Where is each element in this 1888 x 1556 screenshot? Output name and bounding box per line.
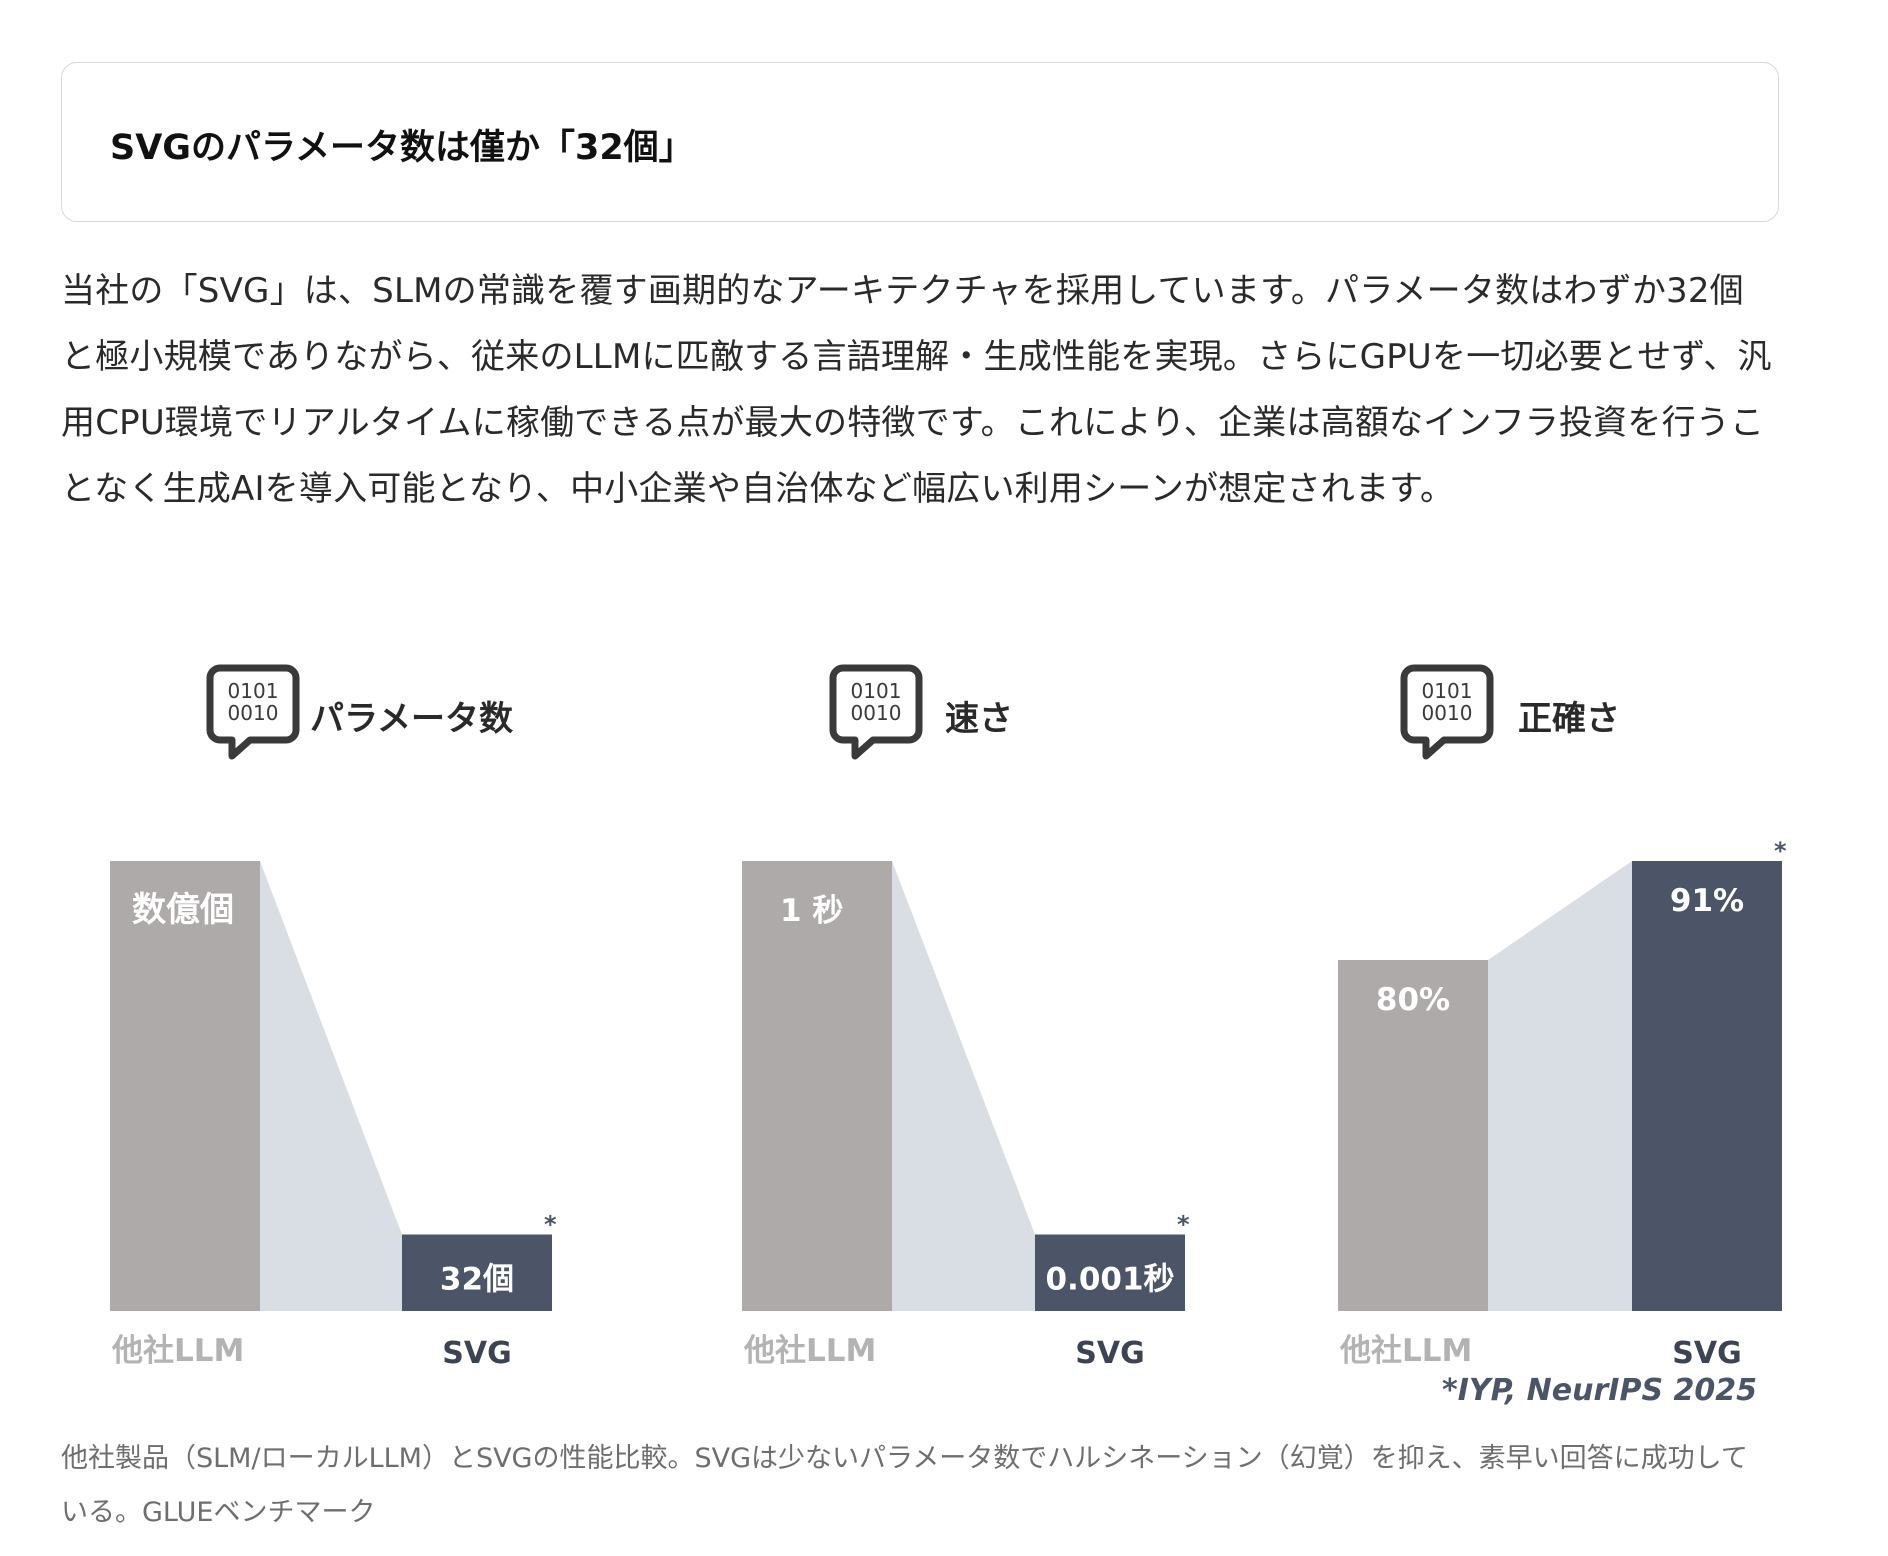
icon-bubble-outline	[829, 664, 923, 760]
bar-svg	[1632, 861, 1782, 1311]
connector-band	[260, 861, 402, 1311]
connector-band	[892, 861, 1035, 1311]
bar-other-llm	[1338, 960, 1488, 1311]
value-label-svg: 0.001秒	[1045, 1262, 1174, 1298]
source-footnote: *IYP, NeurIPS 2025	[1442, 1373, 1757, 1408]
heading-box: SVGのパラメータ数は僅か「32個」	[61, 62, 1779, 222]
icon-binary-line1: 0101	[228, 679, 279, 703]
icon-binary-line2: 0010	[1422, 701, 1473, 725]
icon-binary-line2: 0010	[228, 701, 279, 725]
page-title: SVGのパラメータ数は僅か「32個」	[110, 128, 694, 168]
asterisk-mark: *	[1774, 837, 1787, 865]
category-label-other-llm: 他社LLM	[743, 1333, 876, 1369]
chart-title: パラメータ数	[310, 699, 513, 739]
category-label-svg: SVG	[442, 1336, 511, 1371]
chart-title: 正確さ	[1518, 699, 1620, 739]
value-label-other-llm: 1 秒	[780, 893, 843, 929]
value-label-other-llm: 数億個	[132, 890, 234, 930]
icon-bubble-outline	[206, 664, 300, 760]
connector-band	[1488, 861, 1632, 1311]
bar-svg	[1035, 1234, 1185, 1311]
bar-svg	[402, 1234, 552, 1311]
bar-other-llm	[742, 861, 892, 1311]
category-label-other-llm: 他社LLM	[1339, 1333, 1472, 1369]
asterisk-mark: *	[1177, 1211, 1190, 1239]
icon-bubble-outline	[1400, 664, 1494, 760]
asterisk-mark: *	[544, 1211, 557, 1239]
chart-title: 速さ	[945, 699, 1013, 739]
body-paragraph: 当社の「SVG」は、SLMの常識を覆す画期的なアーキテクチャを採用しています。パ…	[61, 271, 1772, 509]
category-label-other-llm: 他社LLM	[111, 1333, 244, 1369]
icon-binary-line2: 0010	[851, 701, 902, 725]
value-label-other-llm: 80%	[1376, 982, 1450, 1018]
bar-other-llm	[110, 861, 260, 1311]
category-label-svg: SVG	[1672, 1336, 1741, 1371]
category-label-svg: SVG	[1075, 1336, 1144, 1371]
icon-binary-line1: 0101	[851, 679, 902, 703]
value-label-svg: 91%	[1670, 883, 1744, 919]
value-label-svg: 32個	[440, 1262, 514, 1298]
icon-binary-line1: 0101	[1422, 679, 1473, 703]
figure-caption: 他社製品（SLM/ローカルLLM）とSVGの性能比較。SVGは少ないパラメータ数…	[61, 1443, 1748, 1528]
